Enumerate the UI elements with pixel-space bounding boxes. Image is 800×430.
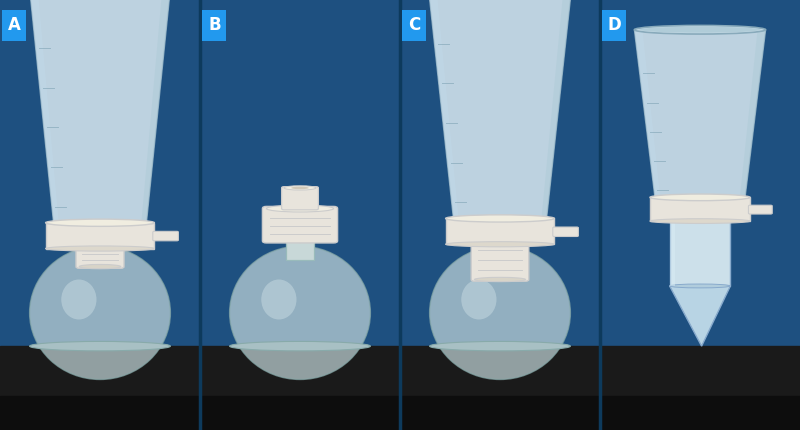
Ellipse shape <box>30 341 170 351</box>
Ellipse shape <box>291 187 309 189</box>
FancyBboxPatch shape <box>2 10 26 41</box>
Ellipse shape <box>670 211 730 215</box>
Ellipse shape <box>79 264 121 269</box>
Bar <box>0 396 800 430</box>
Ellipse shape <box>430 246 570 379</box>
Ellipse shape <box>30 246 170 379</box>
Ellipse shape <box>79 238 121 243</box>
FancyBboxPatch shape <box>202 10 226 41</box>
Ellipse shape <box>670 284 730 288</box>
FancyBboxPatch shape <box>153 231 178 241</box>
Ellipse shape <box>230 246 370 379</box>
Bar <box>650 197 750 221</box>
Ellipse shape <box>486 239 514 243</box>
Ellipse shape <box>284 186 316 190</box>
Bar <box>86 241 114 260</box>
Polygon shape <box>428 0 572 242</box>
Ellipse shape <box>650 219 750 224</box>
Ellipse shape <box>639 27 761 33</box>
FancyBboxPatch shape <box>282 187 318 210</box>
Ellipse shape <box>62 280 97 319</box>
Ellipse shape <box>46 246 154 251</box>
Polygon shape <box>30 0 170 246</box>
FancyBboxPatch shape <box>76 239 124 268</box>
Polygon shape <box>738 30 766 219</box>
Ellipse shape <box>474 277 526 282</box>
Bar <box>46 223 154 249</box>
FancyBboxPatch shape <box>262 206 338 243</box>
Polygon shape <box>428 0 461 242</box>
Bar <box>0 346 800 430</box>
Text: D: D <box>607 16 622 34</box>
Ellipse shape <box>56 244 144 249</box>
Text: A: A <box>8 16 21 34</box>
Ellipse shape <box>446 215 554 222</box>
Ellipse shape <box>86 239 114 243</box>
Text: C: C <box>408 16 421 34</box>
Ellipse shape <box>430 341 570 351</box>
Ellipse shape <box>634 25 766 34</box>
Polygon shape <box>539 0 572 242</box>
Bar <box>286 241 314 260</box>
FancyBboxPatch shape <box>553 227 578 237</box>
Bar <box>670 213 675 286</box>
Ellipse shape <box>230 341 370 351</box>
Polygon shape <box>139 0 170 246</box>
Ellipse shape <box>658 216 742 221</box>
FancyBboxPatch shape <box>602 10 626 41</box>
Ellipse shape <box>286 239 314 243</box>
Bar <box>486 241 514 260</box>
Text: B: B <box>208 16 221 34</box>
Ellipse shape <box>446 242 554 247</box>
Ellipse shape <box>650 194 750 201</box>
Ellipse shape <box>262 280 297 319</box>
Polygon shape <box>634 30 662 219</box>
Bar <box>446 218 554 244</box>
FancyBboxPatch shape <box>402 10 426 41</box>
Ellipse shape <box>462 280 497 319</box>
Ellipse shape <box>46 219 154 226</box>
Polygon shape <box>30 0 61 246</box>
Bar <box>670 213 730 286</box>
FancyBboxPatch shape <box>471 239 529 281</box>
FancyBboxPatch shape <box>749 205 772 214</box>
Ellipse shape <box>266 205 334 212</box>
Ellipse shape <box>456 240 544 245</box>
Polygon shape <box>670 286 730 346</box>
Polygon shape <box>634 30 766 219</box>
Ellipse shape <box>474 238 526 243</box>
